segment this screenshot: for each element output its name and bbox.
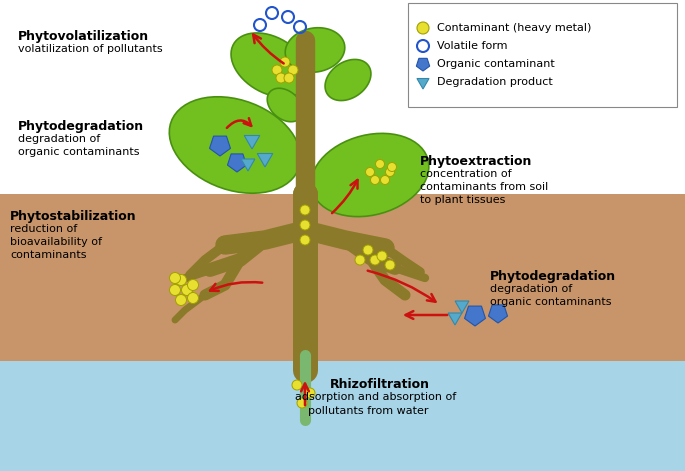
Polygon shape xyxy=(169,97,301,193)
Circle shape xyxy=(377,251,387,261)
Text: contaminants from soil: contaminants from soil xyxy=(420,182,548,192)
Text: bioavailability of: bioavailability of xyxy=(10,237,102,247)
Circle shape xyxy=(300,205,310,215)
Circle shape xyxy=(284,73,294,83)
Circle shape xyxy=(375,160,384,169)
Text: volatilization of pollutants: volatilization of pollutants xyxy=(18,44,162,54)
Text: Contaminant (heavy metal): Contaminant (heavy metal) xyxy=(437,23,591,33)
Circle shape xyxy=(300,220,310,230)
Polygon shape xyxy=(464,306,486,326)
Polygon shape xyxy=(488,305,508,323)
Polygon shape xyxy=(285,28,345,72)
FancyBboxPatch shape xyxy=(408,3,677,107)
Text: contaminants: contaminants xyxy=(10,250,86,260)
Circle shape xyxy=(169,273,181,284)
Circle shape xyxy=(355,255,365,265)
Polygon shape xyxy=(325,59,371,101)
Text: adsorption and absorption of: adsorption and absorption of xyxy=(295,392,456,402)
Circle shape xyxy=(169,284,181,295)
Circle shape xyxy=(280,57,290,67)
Circle shape xyxy=(288,65,298,75)
Circle shape xyxy=(388,162,397,171)
Text: degradation of: degradation of xyxy=(18,134,100,144)
Polygon shape xyxy=(231,33,309,97)
Polygon shape xyxy=(311,133,429,217)
Circle shape xyxy=(385,260,395,270)
FancyArrowPatch shape xyxy=(332,180,358,213)
Polygon shape xyxy=(455,301,469,313)
Text: concentration of: concentration of xyxy=(420,169,512,179)
Text: Phytovolatilization: Phytovolatilization xyxy=(18,30,149,43)
Circle shape xyxy=(182,284,192,295)
Circle shape xyxy=(272,65,282,75)
Circle shape xyxy=(363,245,373,255)
Circle shape xyxy=(297,398,307,408)
FancyArrowPatch shape xyxy=(227,118,251,128)
Text: Degradation product: Degradation product xyxy=(437,77,553,87)
Circle shape xyxy=(417,22,429,34)
Polygon shape xyxy=(416,58,429,71)
Circle shape xyxy=(380,176,390,185)
Polygon shape xyxy=(267,88,303,122)
Polygon shape xyxy=(227,154,247,172)
Circle shape xyxy=(276,73,286,83)
Circle shape xyxy=(305,388,315,398)
Text: Phytostabilization: Phytostabilization xyxy=(10,210,136,223)
Polygon shape xyxy=(448,313,462,325)
Circle shape xyxy=(386,168,395,177)
FancyArrowPatch shape xyxy=(301,383,309,405)
FancyArrowPatch shape xyxy=(368,271,436,302)
FancyArrowPatch shape xyxy=(406,311,447,319)
Text: degradation of: degradation of xyxy=(490,284,572,294)
Circle shape xyxy=(370,255,380,265)
Circle shape xyxy=(175,275,186,285)
Text: organic contaminants: organic contaminants xyxy=(490,297,612,307)
Text: Rhizofiltration: Rhizofiltration xyxy=(330,378,430,391)
Circle shape xyxy=(292,380,302,390)
Text: organic contaminants: organic contaminants xyxy=(18,147,140,157)
Polygon shape xyxy=(210,136,230,156)
Circle shape xyxy=(188,292,199,303)
Polygon shape xyxy=(241,159,255,171)
Bar xyxy=(0,361,685,471)
Text: reduction of: reduction of xyxy=(10,224,77,234)
Text: to plant tissues: to plant tissues xyxy=(420,195,506,205)
Text: Phytoextraction: Phytoextraction xyxy=(420,155,532,168)
Bar xyxy=(0,194,685,361)
Text: Volatile form: Volatile form xyxy=(437,41,508,51)
Text: Phytodegradation: Phytodegradation xyxy=(18,120,144,133)
Polygon shape xyxy=(257,154,273,167)
Circle shape xyxy=(371,176,379,185)
FancyArrowPatch shape xyxy=(210,282,262,291)
Text: Phytodegradation: Phytodegradation xyxy=(490,270,616,283)
FancyArrowPatch shape xyxy=(253,34,284,64)
Circle shape xyxy=(188,279,199,291)
Circle shape xyxy=(175,294,186,306)
Circle shape xyxy=(300,235,310,245)
Text: Organic contaminant: Organic contaminant xyxy=(437,59,555,69)
Text: pollutants from water: pollutants from water xyxy=(308,406,429,416)
Circle shape xyxy=(366,168,375,177)
Polygon shape xyxy=(245,136,260,149)
Polygon shape xyxy=(417,79,429,89)
